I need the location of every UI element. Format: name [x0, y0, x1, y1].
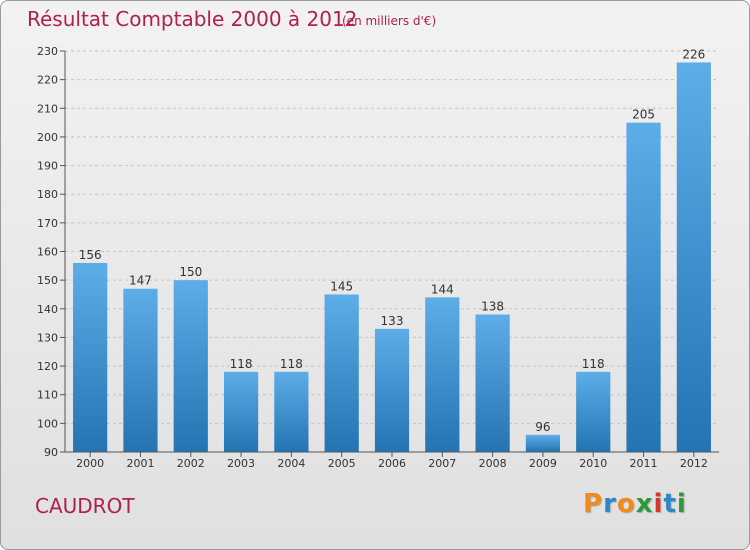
bar-2002	[173, 280, 208, 452]
logo-letter: r	[603, 489, 617, 519]
bar-value-label: 205	[632, 108, 655, 122]
bar-value-label: 226	[682, 47, 705, 61]
bar-2008	[475, 314, 510, 452]
bar-2011	[626, 122, 661, 452]
x-tick-label: 2003	[227, 457, 255, 470]
y-tick-label: 170	[37, 217, 58, 230]
bar-2010	[576, 371, 611, 452]
y-tick-label: 230	[37, 45, 58, 58]
bar-2012	[676, 62, 711, 452]
bar-value-label: 133	[381, 314, 404, 328]
y-tick-label: 110	[37, 389, 58, 402]
x-tick-label: 2012	[680, 457, 708, 470]
logo-letter: t	[663, 489, 677, 519]
y-tick-label: 90	[44, 446, 58, 459]
x-tick-label: 2000	[76, 457, 104, 470]
x-tick-label: 2004	[277, 457, 305, 470]
y-tick-label: 160	[37, 246, 58, 259]
x-tick-label: 2011	[630, 457, 658, 470]
x-tick-label: 2005	[328, 457, 356, 470]
bar-value-label: 118	[280, 357, 303, 371]
y-tick-label: 140	[37, 303, 58, 316]
x-tick-label: 2002	[177, 457, 205, 470]
y-tick-label: 220	[37, 74, 58, 87]
bar-2005	[324, 294, 359, 452]
bar-value-label: 145	[330, 279, 353, 293]
bar-value-label: 150	[179, 265, 202, 279]
y-tick-label: 180	[37, 188, 58, 201]
x-tick-label: 2006	[378, 457, 406, 470]
x-tick-label: 2010	[579, 457, 607, 470]
bar-2006	[374, 328, 410, 452]
logo-letter: x	[635, 489, 654, 519]
logo-letter: i	[676, 489, 687, 519]
bar-value-label: 144	[431, 282, 454, 296]
bar-2001	[123, 288, 158, 452]
bar-value-label: 96	[535, 420, 550, 434]
bar-value-label: 147	[129, 274, 152, 288]
y-tick-label: 210	[37, 102, 58, 115]
logo-letter: P	[583, 489, 604, 519]
logo-letter: i	[653, 489, 664, 519]
bar-2004	[274, 371, 309, 452]
y-tick-label: 130	[37, 331, 58, 344]
bar-value-label: 118	[230, 357, 253, 371]
y-tick-label: 190	[37, 160, 58, 173]
y-tick-label: 120	[37, 360, 58, 373]
chart-subtitle: (en milliers d'€)	[342, 14, 437, 28]
bar-value-label: 156	[79, 248, 102, 262]
x-tick-label: 2001	[126, 457, 154, 470]
y-tick-label: 100	[37, 417, 58, 430]
chart-title: Résultat Comptable 2000 à 2012	[27, 7, 358, 31]
y-tick-label: 200	[37, 131, 58, 144]
logo-letter: o	[616, 489, 636, 519]
bar-2007	[425, 297, 460, 452]
x-tick-label: 2009	[529, 457, 557, 470]
bar-value-label: 138	[481, 300, 504, 314]
proxiti-logo: Proxiti	[583, 489, 687, 519]
bar-2003	[223, 371, 259, 452]
x-tick-label: 2008	[479, 457, 507, 470]
y-tick-label: 150	[37, 274, 58, 287]
bar-value-label: 118	[582, 357, 605, 371]
commune-name: CAUDROT	[35, 494, 135, 518]
bar-2000	[73, 262, 108, 452]
bar-2009	[525, 434, 561, 452]
x-tick-label: 2007	[428, 457, 456, 470]
